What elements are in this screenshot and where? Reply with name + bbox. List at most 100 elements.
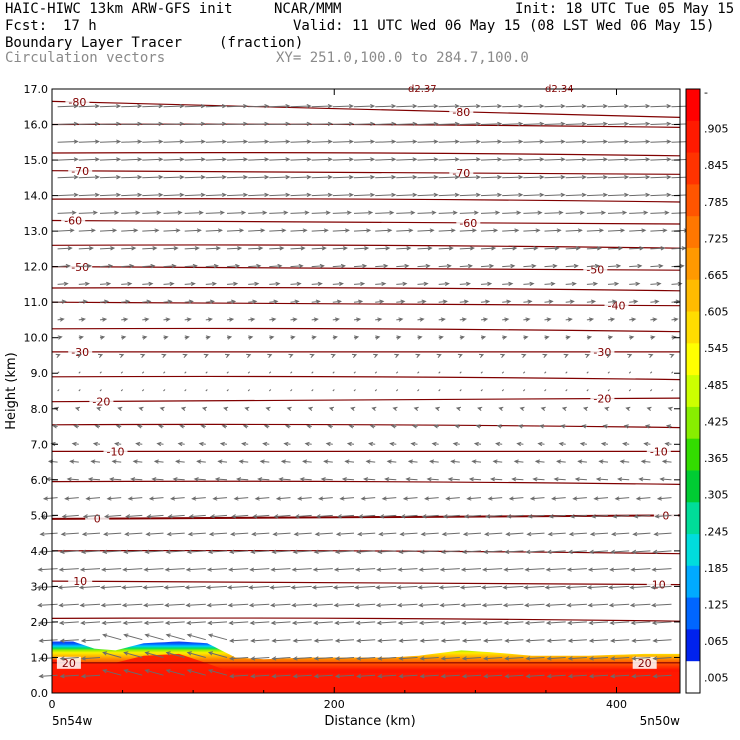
init-time: Init: 18 UTC Tue 05 May 15 bbox=[515, 1, 735, 17]
vector bbox=[354, 585, 376, 590]
colorbar-label: .365 bbox=[704, 452, 729, 465]
vector bbox=[219, 441, 228, 447]
vector bbox=[311, 210, 331, 215]
vector bbox=[544, 175, 566, 180]
vector bbox=[654, 514, 672, 519]
vector bbox=[265, 406, 271, 411]
vector bbox=[163, 299, 173, 304]
vector bbox=[78, 210, 98, 215]
vector bbox=[156, 441, 164, 447]
vector bbox=[249, 567, 270, 572]
vector bbox=[184, 103, 206, 109]
vector bbox=[459, 246, 475, 251]
vector bbox=[163, 192, 185, 198]
vector bbox=[417, 335, 423, 340]
vector bbox=[200, 424, 206, 429]
vector bbox=[542, 353, 548, 358]
vector bbox=[120, 371, 124, 374]
vector bbox=[52, 424, 58, 429]
vector bbox=[248, 335, 254, 340]
vector bbox=[438, 157, 460, 162]
vector bbox=[572, 496, 587, 501]
vector bbox=[57, 139, 79, 144]
vector bbox=[523, 139, 545, 144]
vector bbox=[186, 633, 206, 641]
vector bbox=[57, 246, 73, 251]
vector bbox=[248, 585, 270, 590]
vector bbox=[619, 459, 630, 464]
vector bbox=[396, 317, 404, 322]
colorbar-label: .005 bbox=[704, 672, 729, 685]
vector bbox=[121, 263, 135, 269]
vector bbox=[609, 620, 630, 626]
vector bbox=[438, 335, 444, 340]
vector bbox=[143, 602, 164, 608]
vector bbox=[586, 246, 603, 251]
vector bbox=[605, 353, 612, 358]
vector bbox=[78, 371, 81, 374]
vector bbox=[375, 210, 395, 215]
vector bbox=[143, 620, 164, 626]
vector bbox=[291, 567, 312, 572]
vector bbox=[526, 531, 545, 537]
vector bbox=[418, 620, 439, 626]
vector bbox=[205, 299, 215, 304]
vector bbox=[123, 669, 143, 676]
vector bbox=[400, 514, 418, 519]
vector bbox=[184, 335, 190, 340]
vector bbox=[250, 656, 270, 661]
vector bbox=[186, 669, 206, 676]
vector bbox=[311, 299, 321, 304]
vector bbox=[99, 299, 110, 304]
vector bbox=[417, 263, 431, 269]
vector bbox=[170, 496, 185, 501]
vector bbox=[354, 602, 376, 608]
vector bbox=[186, 620, 206, 626]
vector bbox=[163, 103, 185, 109]
vector bbox=[270, 620, 291, 626]
vector bbox=[566, 602, 587, 608]
vector bbox=[450, 459, 460, 464]
vector bbox=[311, 246, 327, 251]
isotherm-label: -60 bbox=[64, 215, 82, 228]
vector bbox=[566, 567, 587, 572]
vector bbox=[290, 299, 300, 304]
vector bbox=[227, 602, 249, 608]
vector bbox=[568, 531, 587, 537]
vector bbox=[565, 281, 577, 287]
vector bbox=[269, 157, 291, 162]
vector bbox=[290, 371, 293, 374]
vector bbox=[629, 263, 643, 269]
colorbar-swatch bbox=[686, 216, 700, 249]
vector bbox=[419, 656, 439, 661]
vector bbox=[588, 674, 609, 679]
vector bbox=[355, 567, 376, 572]
vector bbox=[565, 263, 579, 269]
vector bbox=[417, 281, 429, 287]
vector bbox=[153, 459, 164, 464]
vector bbox=[398, 638, 418, 643]
vector bbox=[586, 192, 609, 198]
vector bbox=[100, 602, 122, 608]
vector bbox=[184, 246, 200, 251]
vector bbox=[567, 674, 587, 679]
vector bbox=[629, 317, 637, 322]
vector bbox=[241, 441, 249, 447]
vector bbox=[231, 514, 249, 519]
vector bbox=[163, 389, 166, 392]
vector bbox=[608, 602, 630, 608]
vector bbox=[226, 157, 249, 162]
vector bbox=[375, 281, 387, 287]
vector bbox=[375, 335, 381, 340]
vector bbox=[438, 192, 460, 198]
vector bbox=[165, 549, 185, 554]
vector bbox=[438, 263, 452, 269]
isotherm--80 bbox=[51, 100, 681, 118]
vector bbox=[375, 228, 393, 233]
vector bbox=[368, 441, 376, 447]
vector bbox=[269, 103, 291, 109]
vector bbox=[629, 335, 635, 340]
vector bbox=[101, 620, 122, 626]
vector bbox=[438, 175, 460, 180]
vector bbox=[544, 246, 560, 251]
